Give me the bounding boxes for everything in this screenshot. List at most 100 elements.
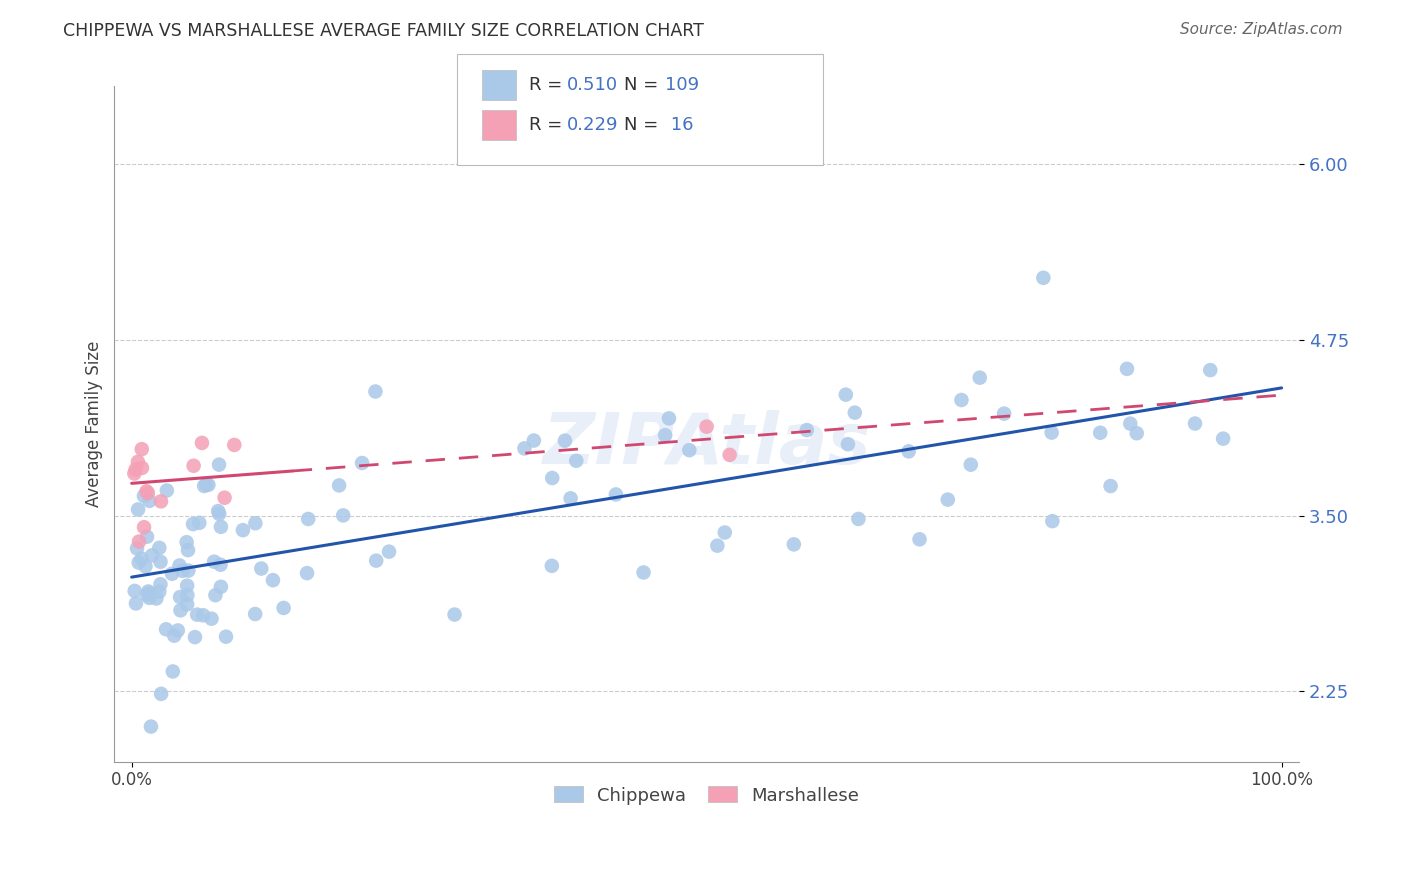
Point: [208, 458, 231, 472]
Point: [352, 456, 374, 470]
Point: [177, 543, 200, 558]
Point: [136, 530, 159, 544]
Point: [132, 520, 155, 534]
Point: [136, 584, 159, 599]
Point: [950, 392, 973, 407]
Point: [1040, 514, 1063, 528]
Point: [565, 454, 588, 468]
Point: [184, 630, 207, 644]
Point: [969, 370, 991, 384]
Point: [959, 458, 981, 472]
Point: [155, 623, 177, 637]
Point: [1119, 417, 1142, 431]
Point: [332, 508, 354, 523]
Point: [176, 579, 198, 593]
Point: [936, 492, 959, 507]
Text: R =: R =: [529, 76, 568, 94]
Text: CHIPPEWA VS MARSHALLESE AVERAGE FAMILY SIZE CORRELATION CHART: CHIPPEWA VS MARSHALLESE AVERAGE FAMILY S…: [63, 22, 704, 40]
Point: [136, 486, 159, 500]
Point: [209, 520, 232, 534]
Point: [224, 438, 246, 452]
Point: [132, 489, 155, 503]
Point: [209, 558, 232, 572]
Point: [193, 479, 215, 493]
Point: [215, 630, 238, 644]
Point: [1090, 425, 1112, 440]
Point: [163, 629, 186, 643]
Point: [136, 588, 159, 602]
Point: [156, 483, 179, 498]
Point: [160, 566, 183, 581]
Point: [713, 525, 735, 540]
Point: [1032, 270, 1054, 285]
Point: [796, 423, 818, 437]
Point: [250, 561, 273, 575]
Point: [169, 558, 191, 573]
Point: [1099, 479, 1122, 493]
Point: [541, 471, 564, 485]
Point: [149, 555, 172, 569]
Point: [783, 537, 806, 551]
Point: [183, 458, 205, 473]
Point: [131, 442, 153, 457]
Point: [232, 523, 254, 537]
Point: [131, 551, 153, 566]
Point: [139, 720, 162, 734]
Text: Source: ZipAtlas.com: Source: ZipAtlas.com: [1180, 22, 1343, 37]
Point: [1184, 417, 1206, 431]
Point: [193, 608, 215, 623]
Point: [134, 559, 156, 574]
Point: [138, 493, 160, 508]
Point: [131, 461, 153, 475]
Point: [378, 544, 401, 558]
Point: [166, 624, 188, 638]
Point: [177, 564, 200, 578]
Point: [124, 467, 146, 481]
Point: [176, 588, 198, 602]
Point: [172, 564, 194, 578]
Text: 0.510: 0.510: [567, 76, 617, 94]
Point: [848, 512, 870, 526]
Point: [718, 448, 741, 462]
Point: [181, 517, 204, 532]
Point: [540, 558, 562, 573]
Point: [295, 566, 318, 580]
Text: ZIPAtlas: ZIPAtlas: [543, 409, 870, 479]
Point: [169, 590, 191, 604]
Point: [145, 591, 167, 606]
Point: [176, 597, 198, 611]
Point: [150, 494, 173, 508]
Point: [262, 573, 284, 587]
Text: R =: R =: [529, 116, 568, 134]
Point: [443, 607, 465, 622]
Point: [148, 584, 170, 599]
Text: 109: 109: [665, 76, 699, 94]
Point: [1199, 363, 1222, 377]
Point: [125, 541, 148, 556]
Point: [328, 478, 350, 492]
Point: [162, 665, 184, 679]
Point: [993, 407, 1015, 421]
Point: [195, 477, 218, 491]
Point: [208, 507, 231, 521]
Point: [633, 566, 655, 580]
Point: [513, 442, 536, 456]
Point: [366, 554, 388, 568]
Point: [125, 596, 148, 610]
Point: [245, 516, 267, 531]
Y-axis label: Average Family Size: Average Family Size: [86, 341, 103, 508]
Point: [273, 601, 295, 615]
Point: [138, 586, 160, 600]
Point: [706, 539, 728, 553]
Point: [658, 411, 681, 425]
Point: [141, 549, 163, 563]
Point: [209, 580, 232, 594]
Point: [200, 612, 222, 626]
Point: [169, 603, 191, 617]
Point: [1116, 362, 1139, 376]
Point: [1125, 426, 1147, 441]
Point: [897, 444, 920, 458]
Point: [124, 583, 146, 598]
Text: N =: N =: [624, 76, 664, 94]
Text: N =: N =: [624, 116, 664, 134]
